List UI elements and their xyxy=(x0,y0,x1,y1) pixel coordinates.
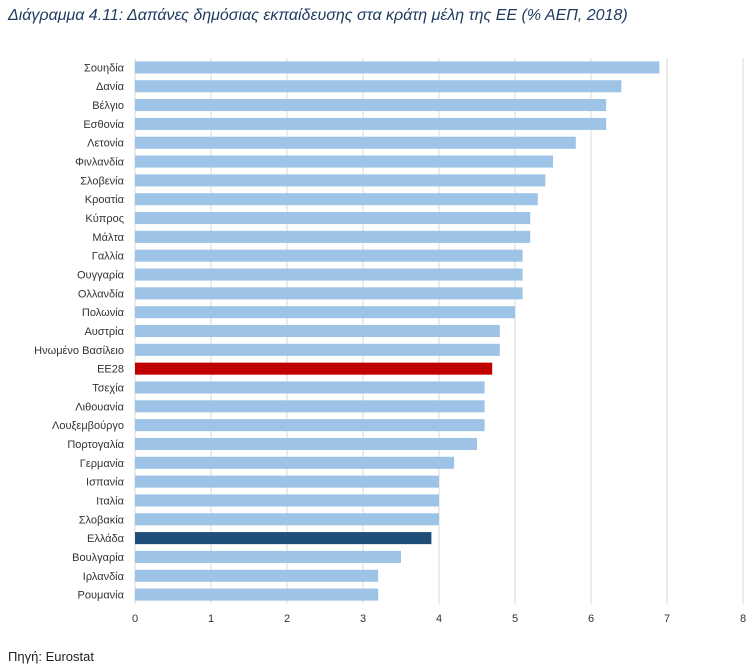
category-label: Ιταλία xyxy=(96,495,125,507)
bar xyxy=(135,588,379,601)
category-label: Ηνωμένο Βασίλειο xyxy=(34,345,124,357)
category-label: Μάλτα xyxy=(92,232,124,244)
category-label: Σλοβενία xyxy=(80,175,124,187)
bar xyxy=(135,569,379,582)
bar xyxy=(135,437,477,450)
x-tick-label: 1 xyxy=(208,613,214,625)
x-tick-label: 3 xyxy=(360,613,366,625)
bar xyxy=(135,324,500,338)
category-label: Ισπανία xyxy=(86,477,125,489)
bar xyxy=(135,343,500,356)
bar xyxy=(135,117,607,130)
bar xyxy=(135,212,531,225)
bar xyxy=(135,362,493,375)
x-tick-label: 7 xyxy=(664,613,670,625)
bar xyxy=(135,494,439,507)
category-label: Σλοβακία xyxy=(79,514,125,526)
bar xyxy=(135,268,523,281)
x-axis-ticks: 0 1 2 3 4 5 6 7 8 xyxy=(132,613,746,625)
category-label: Λουξεμβούργο xyxy=(52,420,124,432)
bar xyxy=(135,550,401,563)
bar xyxy=(135,136,576,149)
chart-title: Διάγραμμα 4.11: Δαπάνες δημόσιας εκπαίδε… xyxy=(8,7,628,24)
source-note: Πηγή: Eurostat xyxy=(8,649,94,664)
category-label: Ουγγαρία xyxy=(77,270,125,282)
x-tick-label: 2 xyxy=(284,613,290,625)
bar xyxy=(135,193,538,206)
bar xyxy=(135,381,485,394)
x-tick-label: 4 xyxy=(436,613,442,625)
x-tick-label: 8 xyxy=(740,613,746,625)
bar xyxy=(135,400,485,413)
category-label: ΕΕ28 xyxy=(97,364,124,376)
x-tick-label: 5 xyxy=(512,613,518,625)
bar xyxy=(135,475,439,488)
bar xyxy=(135,174,546,187)
category-label: Ιρλανδία xyxy=(83,571,125,583)
bar xyxy=(135,532,432,545)
bar-chart: Σουηδία Δανία Βέλγιο Εσθονία Λετονία Φινλανδί… xyxy=(34,58,746,625)
category-label: Ρουμανία xyxy=(78,590,125,602)
x-tick-label: 0 xyxy=(132,613,138,625)
category-label: Φινλανδία xyxy=(75,157,124,169)
bar xyxy=(135,61,660,74)
category-label: Πορτογαλία xyxy=(67,439,124,451)
category-labels: Σουηδία Δανία Βέλγιο Εσθονία Λετονία Φινλανδί… xyxy=(34,62,124,601)
category-label: Αυστρία xyxy=(84,326,124,338)
category-label: Εσθονία xyxy=(83,119,124,131)
bar xyxy=(135,306,515,319)
category-label: Λιθουανία xyxy=(75,401,124,413)
category-label: Τσεχία xyxy=(92,382,124,394)
category-label: Γαλλία xyxy=(92,251,125,263)
category-label: Ολλανδία xyxy=(78,288,125,300)
category-label: Πολωνία xyxy=(82,307,125,319)
category-label: Σουηδία xyxy=(84,62,125,74)
bar xyxy=(135,155,553,168)
bars xyxy=(135,61,660,601)
bar xyxy=(135,513,439,526)
category-label: Λετονία xyxy=(87,138,125,150)
bar xyxy=(135,287,523,300)
category-label: Ελλάδα xyxy=(87,533,125,545)
bar xyxy=(135,99,607,112)
bar xyxy=(135,249,523,262)
category-label: Κροατία xyxy=(85,194,125,206)
bar xyxy=(135,230,531,243)
bar xyxy=(135,419,485,432)
x-tick-label: 6 xyxy=(588,613,594,625)
category-label: Βέλγιο xyxy=(92,100,124,112)
bar xyxy=(135,456,455,469)
bar xyxy=(135,80,622,93)
category-label: Δανία xyxy=(96,81,125,93)
category-label: Γερμανία xyxy=(80,458,125,470)
category-label: Κύπρος xyxy=(85,213,124,225)
category-label: Βουλγαρία xyxy=(72,552,125,564)
